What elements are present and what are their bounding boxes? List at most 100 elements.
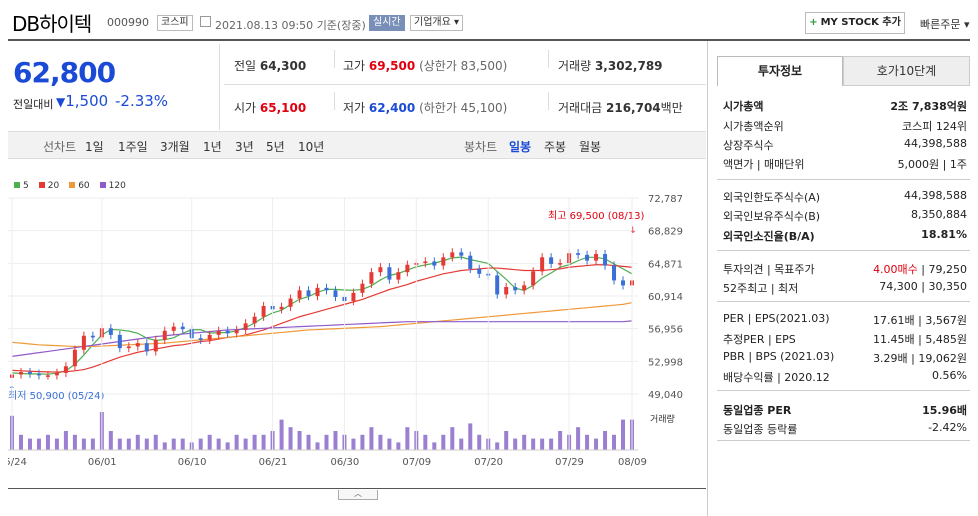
y-tick-label: 49,040 bbox=[648, 390, 683, 401]
right-panel-divider bbox=[707, 41, 708, 516]
candle-body bbox=[333, 290, 338, 297]
volume-bar bbox=[459, 438, 464, 450]
volume-bar bbox=[171, 438, 176, 450]
volume-bar bbox=[621, 419, 626, 450]
candle-daily[interactable]: 일봉 bbox=[509, 140, 532, 154]
period-1d[interactable]: 1일 bbox=[85, 140, 104, 154]
quick-order-button[interactable]: 빠른주문 ▾ bbox=[920, 18, 970, 31]
right-panel: 투자정보 호가10단계 시가총액 2조 7,838억원 시가총액순위 코스피 124… bbox=[717, 56, 970, 436]
y-tick-label: 60,914 bbox=[648, 292, 683, 303]
volume-bar bbox=[315, 442, 320, 450]
candle-body bbox=[477, 268, 482, 274]
volume-bar bbox=[63, 431, 68, 450]
volume-bar bbox=[297, 431, 302, 450]
legend-item-60: 60 bbox=[69, 181, 90, 191]
candle-body bbox=[513, 287, 518, 291]
volume-bar bbox=[612, 434, 617, 450]
chart-tab-bar: 선차트 1일 1주일 3개월 1년 3년 5년 10년 봉차트 일봉 주봉 월봉 bbox=[8, 131, 706, 159]
candle-body bbox=[396, 272, 401, 280]
period-5y[interactable]: 5년 bbox=[266, 140, 285, 154]
quote-prev: 전일 64,300 bbox=[234, 59, 307, 73]
volume-bar bbox=[261, 434, 266, 450]
volume-bar bbox=[450, 427, 455, 450]
x-tick-label: 07/29 bbox=[555, 457, 584, 468]
candle-body bbox=[306, 290, 311, 297]
realtime-badge[interactable]: 실시간 bbox=[369, 15, 405, 31]
candle-body bbox=[468, 255, 473, 269]
y-tick-label: 52,998 bbox=[648, 357, 683, 368]
candle-body bbox=[18, 372, 23, 375]
period-10y[interactable]: 10년 bbox=[298, 140, 325, 154]
volume-bar bbox=[576, 427, 581, 450]
mystock-add-button[interactable]: + MY STOCK 추가 bbox=[805, 12, 905, 34]
x-tick-label: 06/10 bbox=[178, 457, 207, 468]
quote-amount: 거래대금 216,704백만 bbox=[558, 101, 683, 115]
candle-body bbox=[63, 366, 68, 373]
candle-body bbox=[171, 326, 176, 331]
candle-body bbox=[225, 330, 230, 334]
plus-icon: + bbox=[809, 17, 818, 28]
candle-body bbox=[288, 298, 293, 307]
volume-bar bbox=[549, 438, 554, 450]
candle-body bbox=[54, 372, 59, 376]
candle-body bbox=[369, 272, 374, 284]
x-tick-label: 07/20 bbox=[474, 457, 503, 468]
volume-bar bbox=[162, 442, 167, 450]
period-1y[interactable]: 1년 bbox=[203, 140, 222, 154]
tab-invest-info[interactable]: 투자정보 bbox=[717, 56, 843, 86]
period-3y[interactable]: 3년 bbox=[235, 140, 254, 154]
quote-high: 고가 69,500 (상한가 83,500) bbox=[343, 59, 508, 73]
candle-body bbox=[612, 265, 617, 281]
candle-weekly[interactable]: 주봉 bbox=[544, 140, 567, 154]
candle-body bbox=[135, 343, 140, 347]
volume-bar bbox=[81, 438, 86, 450]
candle-body bbox=[198, 338, 203, 340]
candle-body bbox=[315, 287, 320, 297]
candle-body bbox=[603, 254, 608, 266]
period-1w[interactable]: 1주일 bbox=[118, 140, 148, 154]
volume-bar bbox=[405, 427, 410, 450]
down-arrow-icon: ▼ bbox=[56, 95, 66, 109]
candle-body bbox=[45, 375, 50, 377]
chart-legend: 5 20 60 120 bbox=[14, 181, 136, 191]
volume-bar bbox=[216, 438, 221, 450]
change-value: ▼1,500 bbox=[56, 92, 109, 110]
volume-bar bbox=[198, 438, 203, 450]
candle-body bbox=[81, 335, 86, 350]
period-3m[interactable]: 3개월 bbox=[160, 140, 190, 154]
candle-body bbox=[234, 329, 239, 334]
volume-label: 거래량 bbox=[650, 413, 675, 425]
x-tick-label: 06/21 bbox=[259, 457, 288, 468]
ma-line-5 bbox=[11, 256, 633, 375]
candle-body bbox=[279, 306, 284, 310]
candle-body bbox=[261, 306, 266, 317]
candle-body bbox=[432, 261, 437, 266]
tab-quote-10[interactable]: 호가10단계 bbox=[843, 56, 970, 86]
volume-bar bbox=[396, 442, 401, 450]
candle-monthly[interactable]: 월봉 bbox=[579, 140, 602, 154]
company-info-button[interactable]: 기업개요 ▾ bbox=[410, 15, 464, 31]
collapse-toggle[interactable]: ︿ bbox=[338, 490, 378, 500]
y-tick-label: 64,871 bbox=[648, 259, 683, 270]
volume-bar bbox=[333, 431, 338, 450]
volume-bar bbox=[531, 438, 536, 450]
x-tick-label: 08/09 bbox=[618, 457, 647, 468]
volume-bar bbox=[45, 434, 50, 450]
volume-bar bbox=[72, 434, 77, 450]
candle-body bbox=[450, 252, 455, 258]
candle-body bbox=[243, 323, 248, 330]
candle-body bbox=[576, 253, 581, 255]
candle-body bbox=[459, 252, 464, 256]
candle-body bbox=[117, 334, 122, 349]
stock-code: 000990 bbox=[107, 16, 149, 29]
stock-name: DB하이텍 bbox=[12, 12, 92, 36]
volume-bar bbox=[252, 434, 257, 450]
volume-bar bbox=[513, 438, 518, 450]
candle-body bbox=[540, 257, 545, 272]
volume-bar bbox=[378, 434, 383, 450]
volume-bar bbox=[153, 434, 158, 450]
candle-body bbox=[162, 330, 167, 340]
candle-body bbox=[126, 346, 131, 349]
y-tick-label: 68,829 bbox=[648, 227, 683, 238]
chart-bottom-line bbox=[8, 488, 706, 489]
